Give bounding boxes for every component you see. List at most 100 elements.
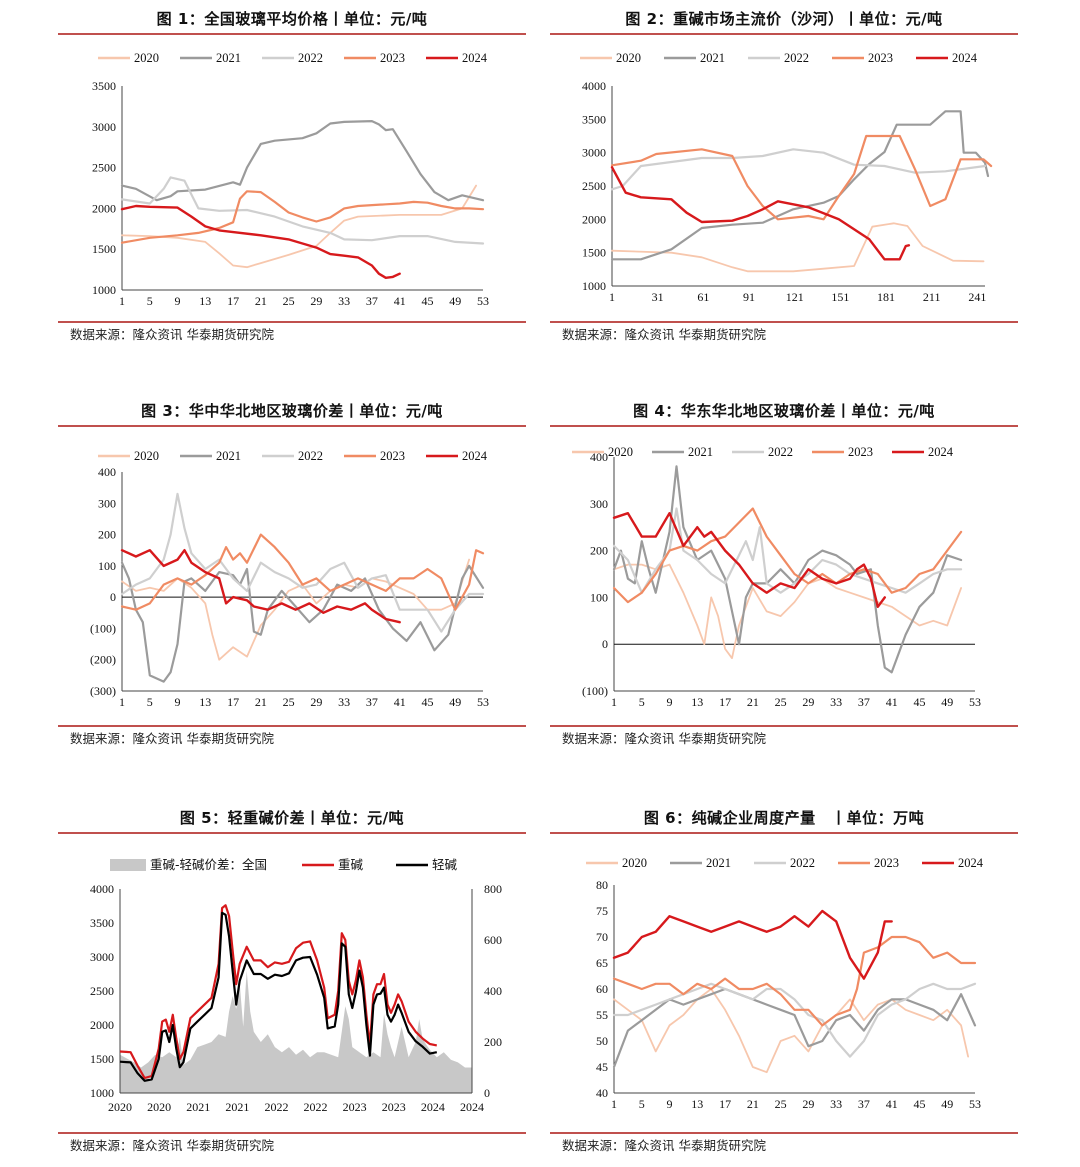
x-tick-label: 25 xyxy=(775,695,787,709)
x-tick-label: 31 xyxy=(652,290,664,304)
series-2020-line xyxy=(613,988,969,1074)
bottom-rule xyxy=(550,725,1018,727)
x-tick-label: 2022 xyxy=(304,1100,328,1114)
y-tick-label: 80 xyxy=(596,878,608,892)
y-tick-label: 100 xyxy=(98,559,116,573)
legend-label: 2022 xyxy=(790,856,815,870)
x-tick-label: 121 xyxy=(786,290,804,304)
y-tick-label: 1500 xyxy=(90,1052,114,1066)
x-tick-label: 41 xyxy=(886,695,898,709)
x-tick-label: 2020 xyxy=(147,1100,171,1114)
y2-tick-label: 0 xyxy=(484,1086,490,1100)
x-tick-label: 25 xyxy=(283,695,295,709)
x-tick-label: 181 xyxy=(877,290,895,304)
x-tick-label: 29 xyxy=(802,695,814,709)
x-tick-label: 13 xyxy=(691,695,703,709)
y-tick-label: 4000 xyxy=(90,882,114,896)
title-rule xyxy=(550,832,1018,834)
x-tick-label: 91 xyxy=(743,290,755,304)
x-tick-label: 53 xyxy=(969,1097,981,1111)
x-tick-label: 33 xyxy=(830,695,842,709)
chart-panel-2: 图 2：重碱市场主流价（沙河）丨单位：元/吨 2020 2021 2022 2023 2… xyxy=(550,8,1018,342)
chart-svg: 2020 2021 2022 2023 2024 (300) (200) (100) 0 100 2… xyxy=(90,449,489,709)
series-light-line xyxy=(119,911,438,1082)
x-tick-label: 9 xyxy=(175,294,181,308)
x-tick-label: 1 xyxy=(611,1097,617,1111)
legend-label: 2021 xyxy=(706,856,731,870)
bottom-rule xyxy=(58,725,526,727)
y-tick-label: 2500 xyxy=(92,161,116,175)
x-tick-label: 1 xyxy=(119,695,125,709)
x-tick-label: 17 xyxy=(227,294,239,308)
x-tick-label: 33 xyxy=(830,1097,842,1111)
series-2023-line xyxy=(612,507,963,604)
y-tick-label: 1000 xyxy=(92,283,116,297)
series-2021-line xyxy=(120,561,485,683)
x-tick-label: 49 xyxy=(941,1097,953,1111)
legend-label: 2024 xyxy=(462,51,488,65)
y-tick-label: 2000 xyxy=(92,201,116,215)
legend-label: 2021 xyxy=(216,449,241,463)
x-tick-label: 9 xyxy=(667,1097,673,1111)
series-2024-line xyxy=(610,166,911,261)
x-tick-label: 5 xyxy=(147,695,153,709)
x-tick-label: 21 xyxy=(255,294,267,308)
x-tick-label: 2023 xyxy=(343,1100,367,1114)
chart-svg: 2020 2021 2022 2023 2024 (100) 0 100 200 300 400 1 5… xyxy=(572,445,981,709)
chart-svg: 2020 2021 2022 2023 2024 1000 1500 2000 2500 3000… xyxy=(92,51,489,308)
x-tick-label: 61 xyxy=(697,290,709,304)
x-tick-label: 45 xyxy=(913,695,925,709)
y-tick-label: (100) xyxy=(90,621,116,635)
title-rule xyxy=(58,832,526,834)
y-tick-label: 200 xyxy=(590,544,608,558)
x-tick-label: 9 xyxy=(667,695,673,709)
legend-label: 2023 xyxy=(848,445,873,459)
source-label: 数据来源：隆众资讯 华泰期货研究院 xyxy=(562,1138,766,1153)
x-tick-label: 25 xyxy=(775,1097,787,1111)
y2-tick-label: 800 xyxy=(484,882,502,896)
x-tick-label: 13 xyxy=(199,294,211,308)
x-tick-label: 2021 xyxy=(186,1100,210,1114)
x-tick-label: 41 xyxy=(886,1097,898,1111)
y-tick-label: 1500 xyxy=(582,246,606,260)
y-tick-label: 0 xyxy=(110,590,116,604)
legend-label: 2024 xyxy=(928,445,954,459)
chart-title: 图 3：华中华北地区玻璃价差丨单位：元/吨 xyxy=(141,402,443,420)
legend-label: 2021 xyxy=(688,445,713,459)
chart-title: 图 5：轻重碱价差丨单位：元/吨 xyxy=(179,809,405,827)
legend-label: 重碱-轻碱价差：全国 xyxy=(150,857,267,872)
x-tick-label: 2024 xyxy=(421,1100,445,1114)
series-2023-line xyxy=(120,190,485,244)
legend-label: 2024 xyxy=(958,856,984,870)
y-tick-label: 3000 xyxy=(92,120,116,134)
x-tick-label: 25 xyxy=(283,294,295,308)
y-tick-label: 200 xyxy=(98,528,116,542)
source-label: 数据来源：隆众资讯 华泰期货研究院 xyxy=(562,731,766,746)
legend-label: 重碱 xyxy=(338,857,364,872)
x-tick-label: 2024 xyxy=(460,1100,484,1114)
series-2022-line xyxy=(610,148,987,191)
source-label: 数据来源：隆众资讯 华泰期货研究院 xyxy=(70,327,274,342)
x-tick-label: 29 xyxy=(310,695,322,709)
x-tick-label: 45 xyxy=(421,294,433,308)
x-tick-label: 21 xyxy=(255,695,267,709)
series-2021-line xyxy=(610,110,990,261)
y-tick-label: 3500 xyxy=(92,79,116,93)
y-tick-label: 70 xyxy=(596,930,608,944)
y-tick-label: 1000 xyxy=(90,1086,114,1100)
bottom-rule xyxy=(58,321,526,323)
x-tick-label: 41 xyxy=(394,695,406,709)
series-2022-line xyxy=(120,492,485,633)
legend-label: 2020 xyxy=(622,856,647,870)
bottom-rule xyxy=(550,1132,1018,1134)
chart-svg: 2020 2021 2022 2023 2024 1000 1500 2000 2500 3000… xyxy=(580,51,993,304)
legend-label: 2020 xyxy=(134,449,159,463)
y-tick-label: 4000 xyxy=(582,79,606,93)
chart-svg: 重碱-轻碱价差：全国 重碱 轻碱10001500200025003000350040… xyxy=(90,857,502,1114)
chart-panel-6: 图 6：纯碱企业周度产量 丨单位：万吨 2020 2021 2022 2023 2024… xyxy=(550,807,1018,1153)
chart-title: 图 2：重碱市场主流价（沙河）丨单位：元/吨 xyxy=(625,10,943,28)
legend-label: 2022 xyxy=(768,445,793,459)
legend-label: 2020 xyxy=(616,51,641,65)
y-tick-label: 300 xyxy=(98,496,116,510)
series-2020-line xyxy=(121,184,477,269)
